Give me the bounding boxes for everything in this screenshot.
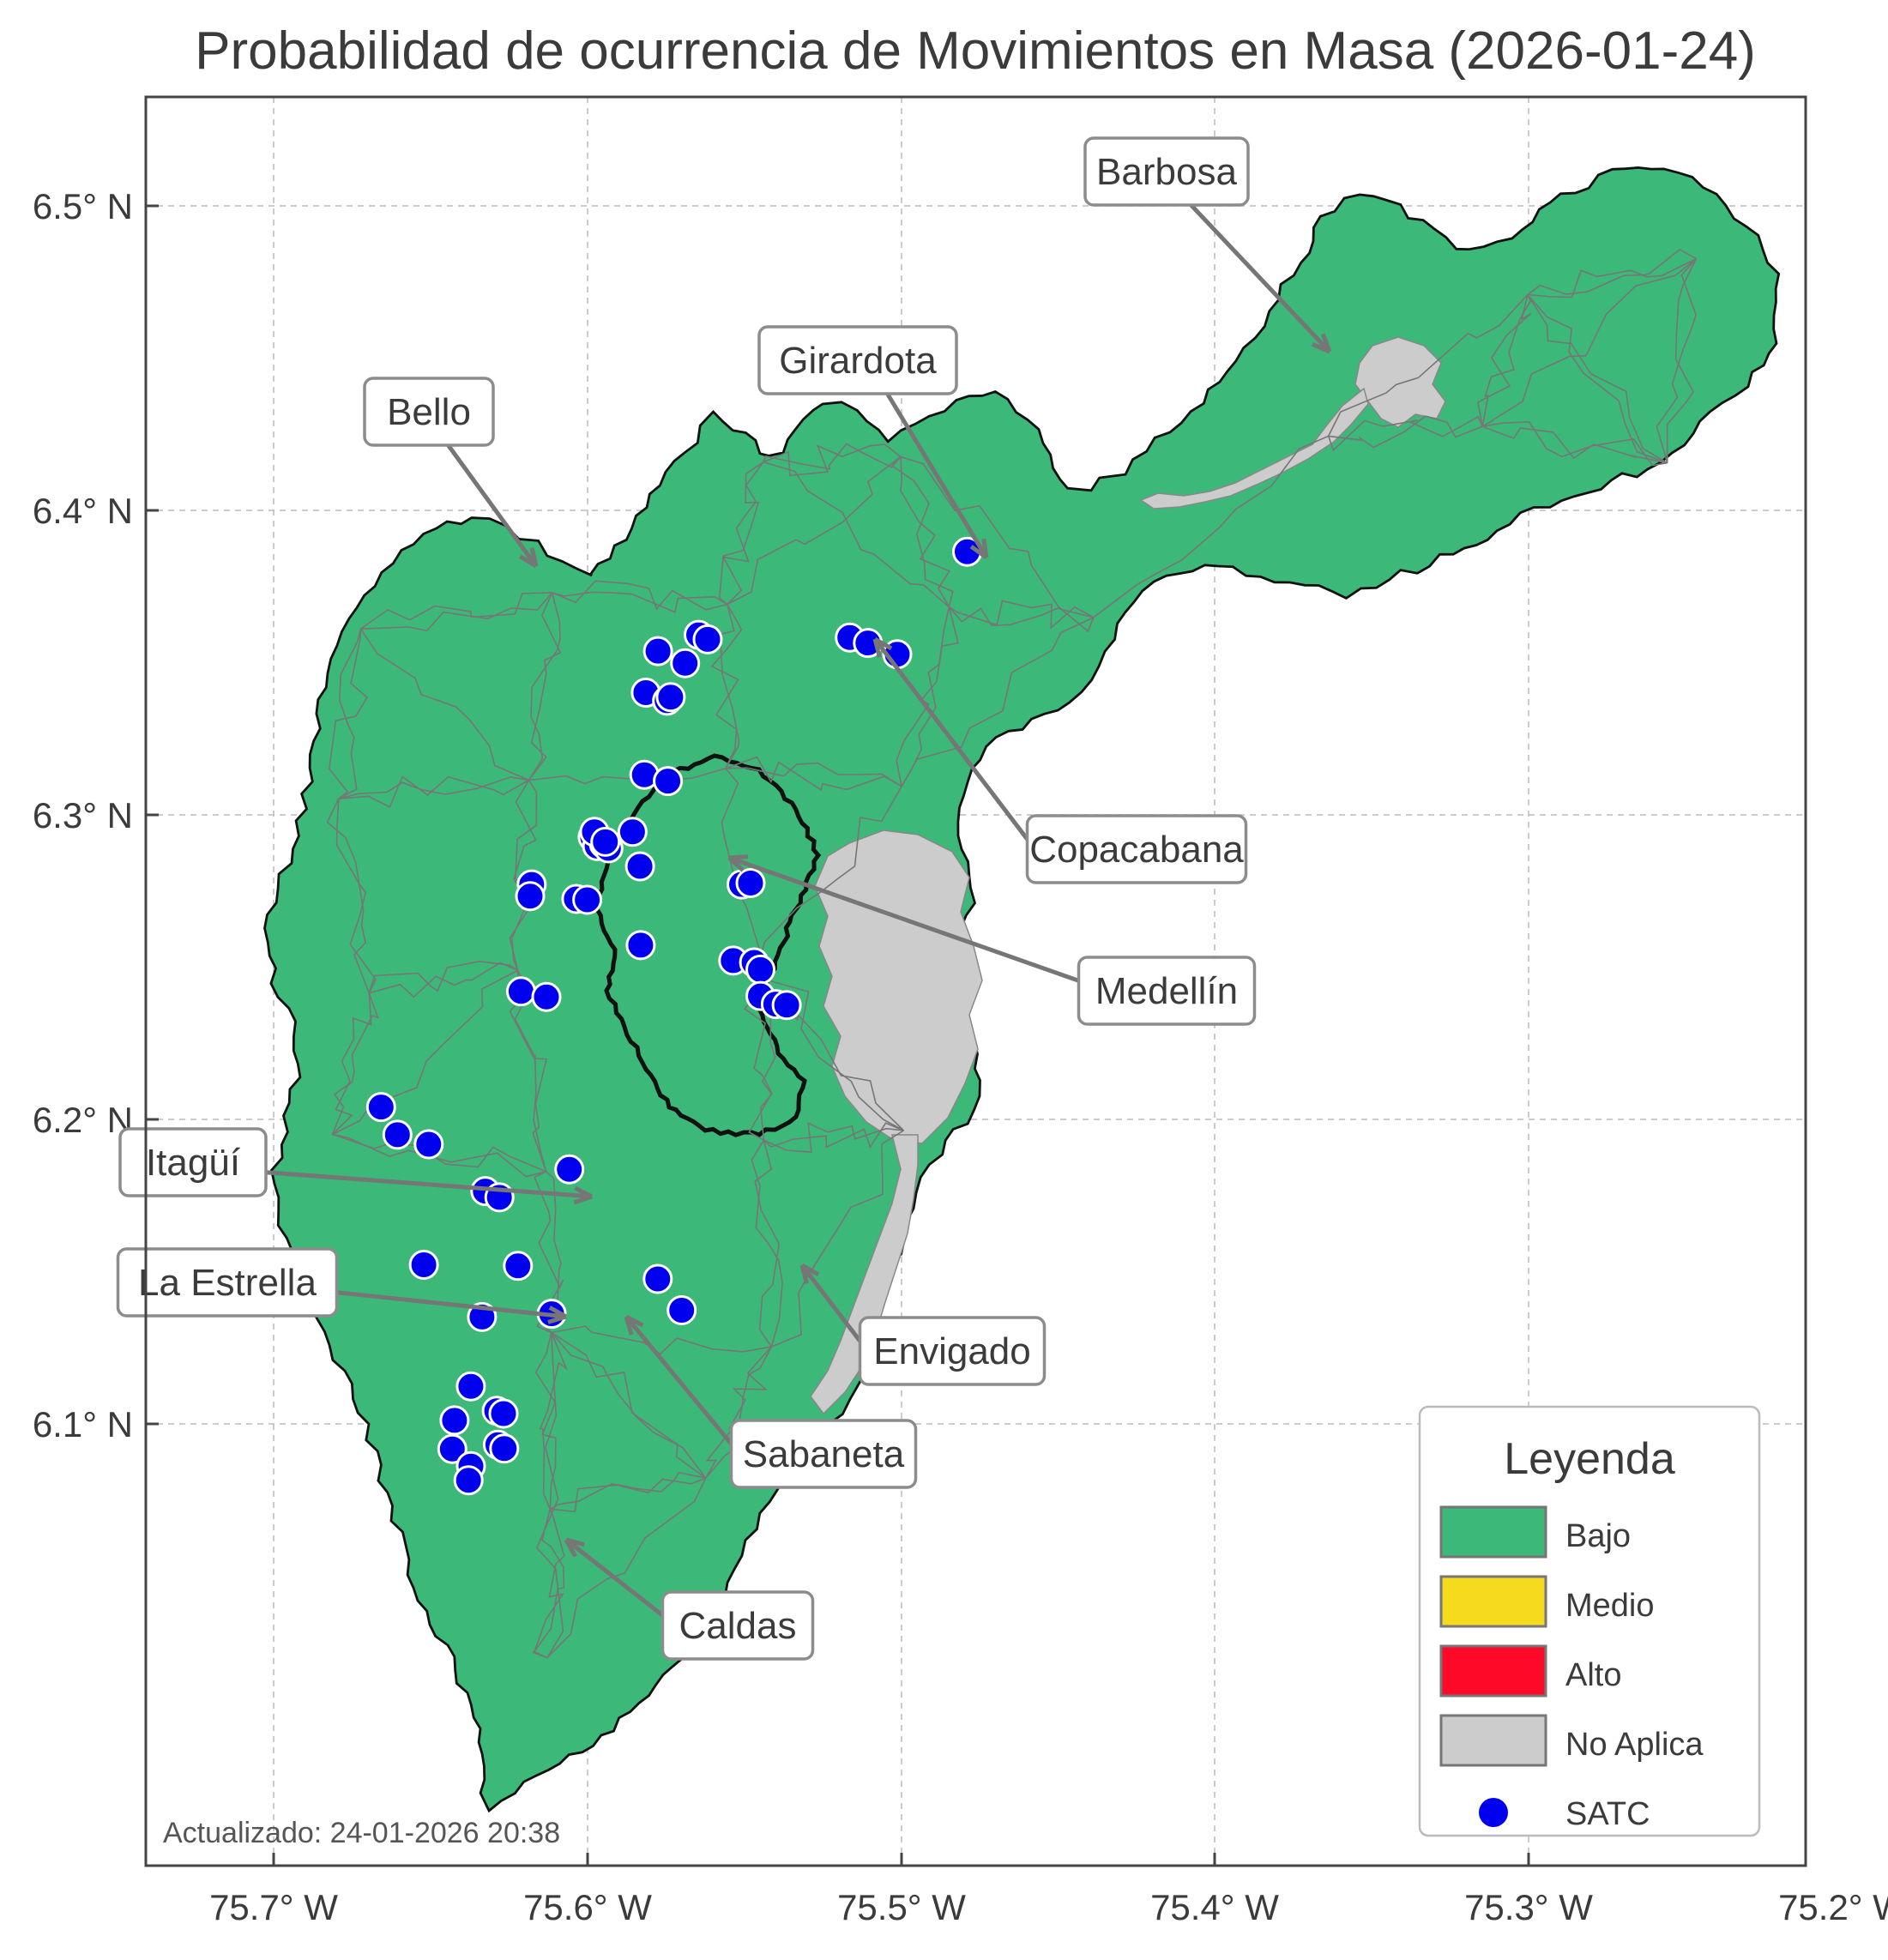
svg-text:Envigado: Envigado xyxy=(873,1330,1030,1372)
svg-text:SATC: SATC xyxy=(1565,1796,1650,1832)
svg-text:6.4° N: 6.4° N xyxy=(33,491,133,531)
svg-text:Itagüí: Itagüí xyxy=(146,1142,241,1184)
svg-text:6.3° N: 6.3° N xyxy=(33,795,133,835)
svg-text:Actualizado: 24-01-2026 20:38: Actualizado: 24-01-2026 20:38 xyxy=(163,1817,560,1849)
svg-text:75.6° W: 75.6° W xyxy=(523,1887,652,1927)
svg-text:Medio: Medio xyxy=(1565,1588,1655,1624)
svg-text:Alto: Alto xyxy=(1565,1657,1621,1693)
svg-text:6.1° N: 6.1° N xyxy=(33,1404,133,1444)
svg-text:Medellín: Medellín xyxy=(1095,970,1238,1012)
svg-text:75.4° W: 75.4° W xyxy=(1150,1887,1279,1927)
svg-text:Leyenda: Leyenda xyxy=(1504,1434,1675,1484)
svg-text:6.2° N: 6.2° N xyxy=(33,1100,133,1140)
svg-text:Sabaneta: Sabaneta xyxy=(743,1433,905,1475)
svg-text:75.5° W: 75.5° W xyxy=(837,1887,966,1927)
svg-text:La Estrella: La Estrella xyxy=(138,1262,317,1304)
svg-text:Bello: Bello xyxy=(387,391,471,433)
svg-text:Bajo: Bajo xyxy=(1565,1518,1631,1554)
svg-text:Barbosa: Barbosa xyxy=(1096,151,1237,193)
svg-text:75.3° W: 75.3° W xyxy=(1464,1887,1593,1927)
svg-text:Copacabana: Copacabana xyxy=(1029,829,1244,871)
svg-text:Probabilidad de ocurrencia de: Probabilidad de ocurrencia de Movimiento… xyxy=(195,21,1756,81)
svg-text:Girardota: Girardota xyxy=(779,340,937,382)
svg-text:Caldas: Caldas xyxy=(679,1605,797,1647)
svg-text:6.5° N: 6.5° N xyxy=(33,186,133,226)
svg-text:No Aplica: No Aplica xyxy=(1565,1727,1704,1763)
svg-text:75.7° W: 75.7° W xyxy=(209,1887,338,1927)
svg-text:75.2° W: 75.2° W xyxy=(1778,1887,1888,1927)
